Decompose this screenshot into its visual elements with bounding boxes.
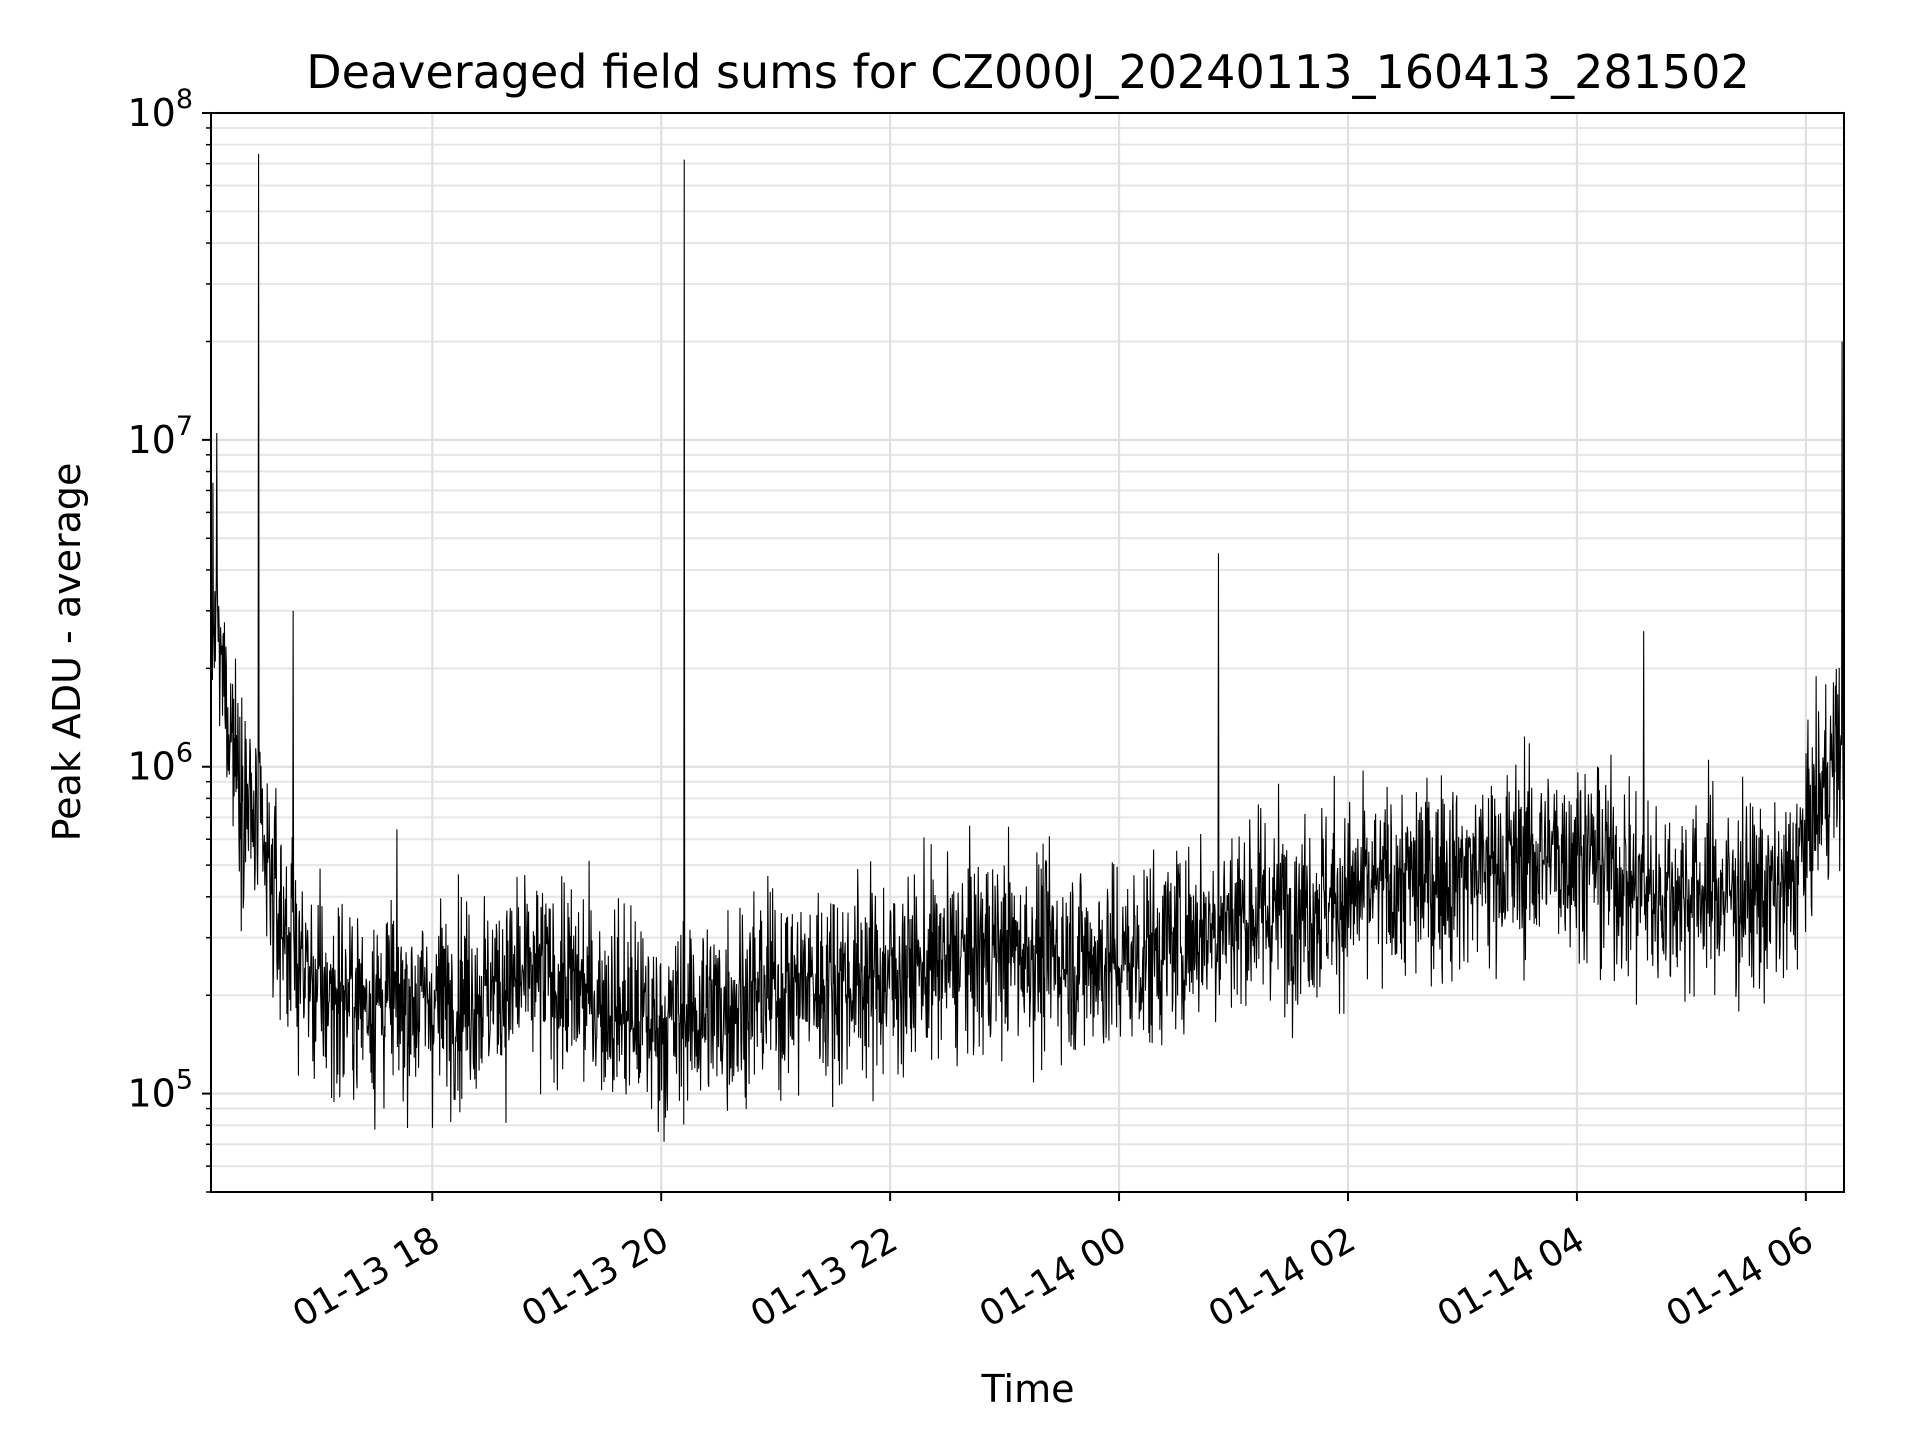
y-axis-ticks: 105 106 107 108 bbox=[127, 84, 211, 1193]
y-tick-label: 107 bbox=[127, 411, 193, 462]
y-tick-label: 105 bbox=[127, 1065, 193, 1116]
chart-title: Deaveraged field sums for CZ000J_2024011… bbox=[306, 45, 1749, 99]
y-tick-label: 108 bbox=[127, 84, 193, 135]
plot-frame bbox=[210, 112, 1845, 1193]
y-axis-label: Peak ADU - average bbox=[45, 463, 89, 842]
series-line bbox=[210, 153, 1845, 1142]
series-layer bbox=[210, 153, 1845, 1142]
x-axis-label: Time bbox=[981, 1367, 1075, 1411]
y-tick-label: 106 bbox=[127, 738, 193, 789]
